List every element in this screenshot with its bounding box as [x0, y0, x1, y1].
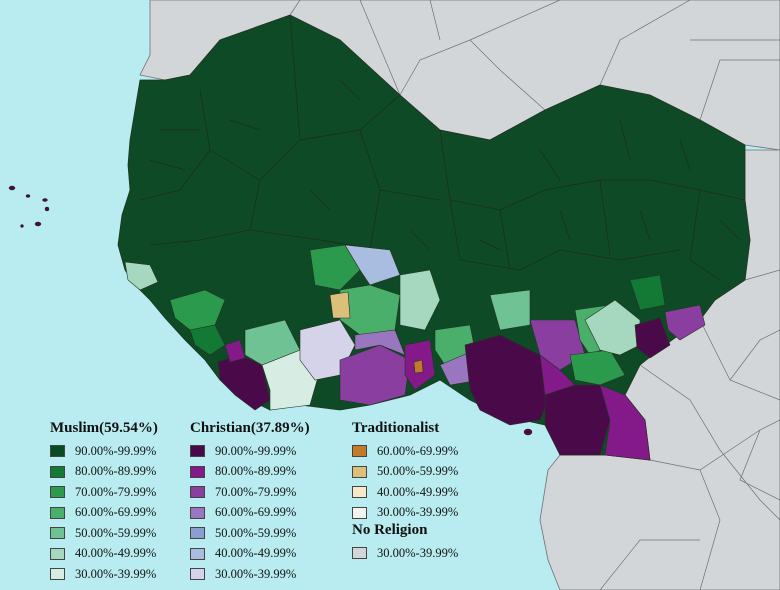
- legend-swatch: [352, 445, 367, 458]
- legend-muslim-item: 30.00%-39.99%: [50, 564, 158, 585]
- legend-swatch: [190, 445, 205, 458]
- legend-swatch: [352, 465, 367, 478]
- legend-traditionalist-item: 50.00%-59.99%: [352, 462, 458, 483]
- region-nigeria-southeast: [464, 334, 556, 426]
- regional-borders: [139, 14, 746, 281]
- legend-muslim-item: 40.00%-49.99%: [50, 544, 158, 565]
- legend-muslim-item: 70.00%-79.99%: [50, 482, 158, 503]
- legend-swatch: [50, 527, 65, 540]
- legend-christian-item: 70.00%-79.99%: [190, 482, 310, 503]
- legend-muslim-item: 60.00%-69.99%: [50, 503, 158, 524]
- legend-muslim-item: 80.00%-89.99%: [50, 462, 158, 483]
- legend-no-religion-title: No Religion: [352, 522, 428, 538]
- region-togo-benin: [399, 269, 441, 331]
- legend-no-religion: No Religion 30.00%-39.99%: [352, 522, 458, 564]
- legend-swatch: [50, 486, 65, 499]
- region-ghana-east: [354, 329, 406, 356]
- legend-muslim: Muslim(59.54%) 90.00%-99.99% 80.00%-89.9…: [50, 420, 158, 585]
- region-sierra-leone: [189, 324, 226, 356]
- legend-swatch: [190, 527, 205, 540]
- legend-swatch: [352, 506, 367, 519]
- legend-traditionalist-item: 30.00%-39.99%: [352, 503, 458, 524]
- region-nigeria-middle-belt: [489, 289, 531, 331]
- legend-christian: Christian(37.89%) 90.00%-99.99% 80.00%-8…: [190, 420, 310, 585]
- legend-muslim-item: 90.00%-99.99%: [50, 441, 158, 462]
- cape-verde-islands: [8, 185, 50, 228]
- region-burkina-mixed: [309, 244, 361, 291]
- legend-swatch: [50, 568, 65, 581]
- legend-swatch: [50, 547, 65, 560]
- legend-no-religion-item: 30.00%-39.99%: [352, 543, 458, 564]
- region-cameroon-east: [599, 384, 651, 461]
- legend-christian-item: 90.00%-99.99%: [190, 441, 310, 462]
- legend-muslim-title: Muslim(59.54%): [50, 420, 158, 436]
- legend-traditionalist-item: 60.00%-69.99%: [352, 441, 458, 462]
- legend-swatch: [190, 486, 205, 499]
- region-trad-dark: [413, 359, 424, 374]
- bioko-island: [523, 428, 533, 436]
- region-cameroon-south: [544, 384, 611, 456]
- legend-christian-title: Christian(37.89%): [190, 420, 310, 436]
- legend-traditionalist: Traditionalist 60.00%-69.99% 50.00%-59.9…: [352, 420, 458, 523]
- region-west-coast-mixed: [124, 261, 159, 291]
- legend-swatch: [190, 465, 205, 478]
- north-africa-borders: [289, 0, 780, 121]
- region-chad-south: [634, 317, 671, 359]
- legend-christian-item: 50.00%-59.99%: [190, 523, 310, 544]
- region-trad-orange: [329, 291, 351, 319]
- region-liberia-2: [224, 339, 246, 363]
- legend-christian-item: 40.00%-49.99%: [190, 544, 310, 565]
- legend-swatch: [190, 506, 205, 519]
- region-burkina-mixed-2: [344, 244, 401, 286]
- legend-christian-item: 30.00%-39.99%: [190, 564, 310, 585]
- legend-swatch: [50, 465, 65, 478]
- region-chad-mix: [629, 274, 666, 311]
- legend-traditionalist-item: 40.00%-49.99%: [352, 482, 458, 503]
- legend-swatch: [352, 547, 367, 560]
- legend-christian-item: 60.00%-69.99%: [190, 503, 310, 524]
- legend-traditionalist-title: Traditionalist: [352, 420, 440, 436]
- legend-swatch: [190, 568, 205, 581]
- region-ivory-north: [244, 319, 301, 366]
- legend-muslim-item: 50.00%-59.99%: [50, 523, 158, 544]
- legend-christian-item: 80.00%-89.99%: [190, 462, 310, 483]
- legend-swatch: [352, 486, 367, 499]
- central-africa-borders: [599, 269, 780, 590]
- legend-swatch: [190, 547, 205, 560]
- legend-swatch: [50, 445, 65, 458]
- region-chad-south-2: [664, 304, 706, 341]
- legend-swatch: [50, 506, 65, 519]
